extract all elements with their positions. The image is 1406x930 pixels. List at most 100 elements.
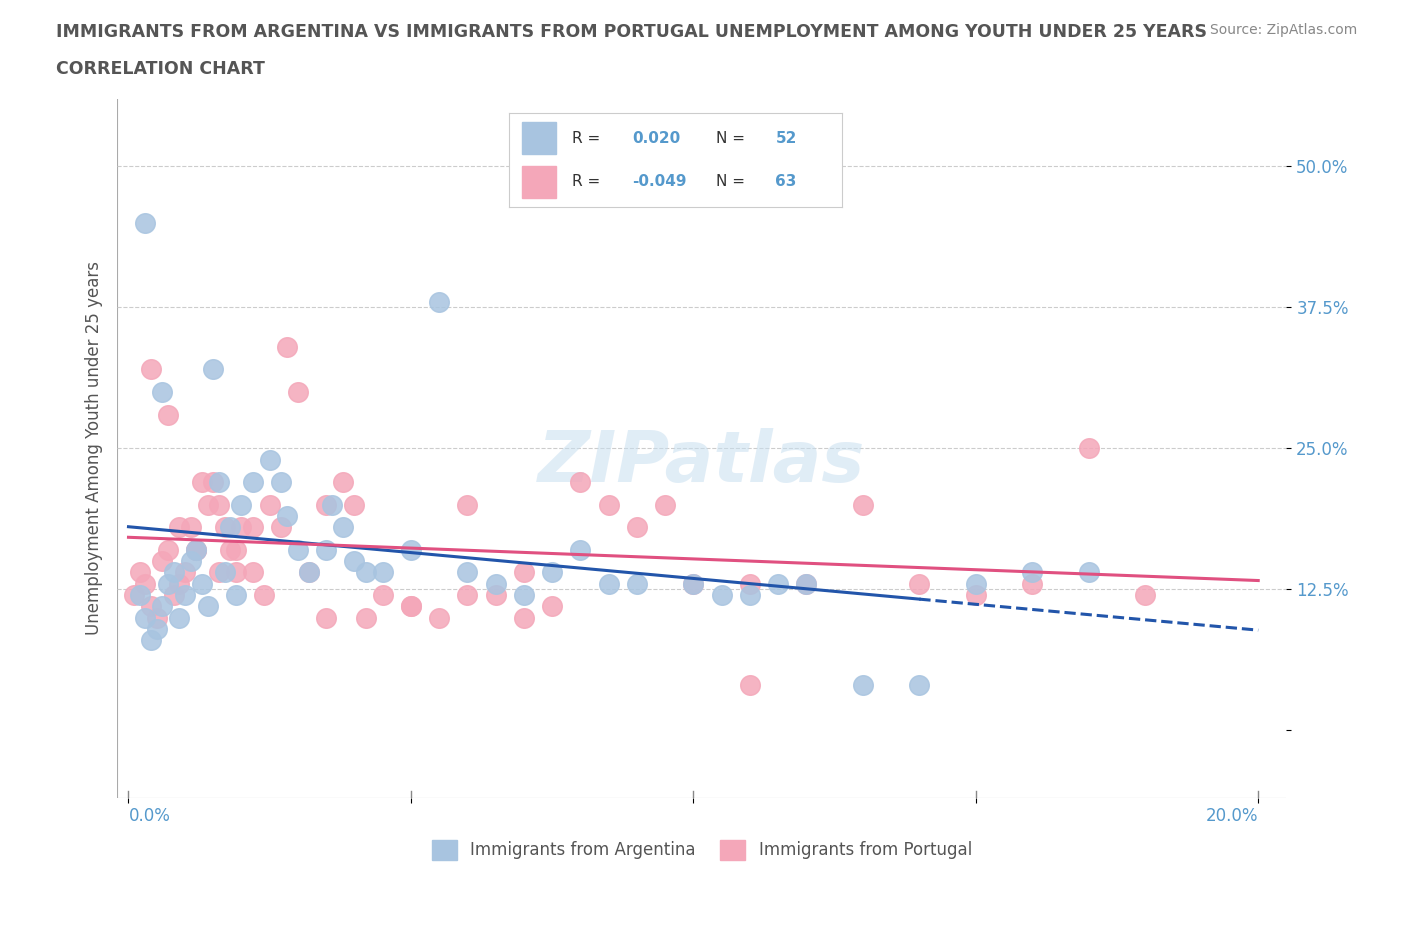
Point: [186, 542, 208, 557]
Point: [163, 588, 186, 603]
Point: [208, 565, 231, 580]
Point: [794, 577, 817, 591]
Point: [259, 452, 281, 467]
Point: [298, 565, 321, 580]
Point: [134, 577, 156, 591]
Point: [343, 553, 366, 568]
Point: [1077, 441, 1099, 456]
Point: [157, 542, 180, 557]
Point: [332, 475, 354, 490]
Point: [150, 599, 173, 614]
Point: [710, 588, 733, 603]
Point: [128, 588, 150, 603]
Point: [139, 599, 162, 614]
Point: [321, 498, 343, 512]
Point: [513, 565, 536, 580]
Point: [197, 599, 219, 614]
Point: [163, 565, 186, 580]
Point: [456, 588, 478, 603]
Point: [852, 498, 875, 512]
Point: [427, 294, 450, 309]
Point: [253, 588, 276, 603]
Point: [513, 588, 536, 603]
Point: [456, 565, 478, 580]
Point: [219, 542, 242, 557]
Point: [134, 610, 156, 625]
Point: [270, 520, 292, 535]
Point: [315, 610, 337, 625]
Text: IMMIGRANTS FROM ARGENTINA VS IMMIGRANTS FROM PORTUGAL UNEMPLOYMENT AMONG YOUTH U: IMMIGRANTS FROM ARGENTINA VS IMMIGRANTS …: [56, 23, 1208, 41]
Text: ZIPatlas: ZIPatlas: [538, 428, 866, 497]
Point: [276, 509, 298, 524]
Point: [134, 216, 156, 231]
Point: [139, 362, 162, 377]
Point: [343, 498, 366, 512]
Point: [569, 475, 592, 490]
Point: [626, 520, 648, 535]
Point: [626, 577, 648, 591]
Point: [122, 588, 145, 603]
Point: [738, 588, 761, 603]
Point: [456, 498, 478, 512]
Point: [157, 577, 180, 591]
Point: [682, 577, 704, 591]
Point: [180, 553, 202, 568]
Point: [738, 678, 761, 693]
Point: [191, 577, 214, 591]
Point: [371, 565, 394, 580]
Point: [908, 678, 931, 693]
Point: [145, 610, 167, 625]
Point: [174, 565, 197, 580]
Point: [231, 498, 253, 512]
Point: [332, 520, 354, 535]
Legend: Immigrants from Argentina, Immigrants from Portugal: Immigrants from Argentina, Immigrants fr…: [425, 833, 979, 867]
Point: [174, 588, 197, 603]
Point: [513, 610, 536, 625]
Text: CORRELATION CHART: CORRELATION CHART: [56, 60, 266, 78]
Point: [965, 588, 987, 603]
Point: [242, 565, 264, 580]
Point: [427, 610, 450, 625]
Point: [315, 542, 337, 557]
Point: [766, 577, 789, 591]
Point: [1135, 588, 1157, 603]
Point: [180, 520, 202, 535]
Point: [569, 542, 592, 557]
Point: [259, 498, 281, 512]
Point: [242, 520, 264, 535]
Point: [225, 588, 247, 603]
Point: [485, 588, 508, 603]
Point: [270, 475, 292, 490]
Point: [541, 599, 564, 614]
Point: [298, 565, 321, 580]
Point: [287, 542, 309, 557]
Point: [1021, 577, 1043, 591]
Point: [242, 475, 264, 490]
Point: [202, 362, 225, 377]
Point: [139, 632, 162, 647]
Point: [399, 599, 422, 614]
Point: [231, 520, 253, 535]
Point: [738, 577, 761, 591]
Point: [908, 577, 931, 591]
Point: [214, 520, 236, 535]
Text: 20.0%: 20.0%: [1206, 807, 1258, 825]
Point: [169, 610, 191, 625]
Point: [169, 520, 191, 535]
Point: [208, 475, 231, 490]
Point: [157, 407, 180, 422]
Point: [150, 553, 173, 568]
Point: [287, 384, 309, 399]
Point: [186, 542, 208, 557]
Point: [1021, 565, 1043, 580]
Point: [794, 577, 817, 591]
Point: [654, 498, 676, 512]
Text: Source: ZipAtlas.com: Source: ZipAtlas.com: [1209, 23, 1357, 37]
Point: [128, 565, 150, 580]
Point: [202, 475, 225, 490]
Y-axis label: Unemployment Among Youth under 25 years: Unemployment Among Youth under 25 years: [86, 261, 103, 635]
Point: [186, 542, 208, 557]
Point: [276, 339, 298, 354]
Point: [354, 610, 377, 625]
Point: [169, 577, 191, 591]
